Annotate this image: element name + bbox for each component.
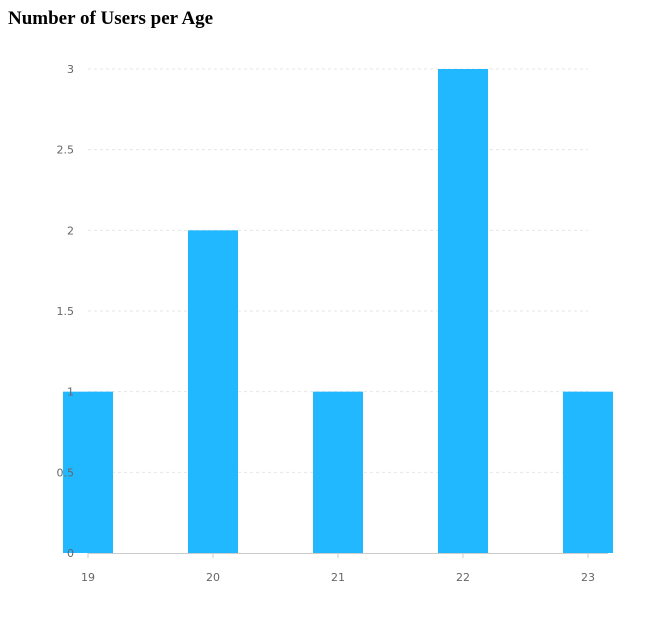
x-tick-label: 21 xyxy=(331,571,345,584)
grid-lines xyxy=(88,68,588,473)
bars xyxy=(63,69,613,554)
y-tick-label: 0 xyxy=(67,547,74,560)
y-tick-label: 0.5 xyxy=(57,466,75,479)
y-tick-label: 3 xyxy=(67,63,74,76)
y-tick-label: 1 xyxy=(67,386,74,399)
x-tick-label: 23 xyxy=(581,571,595,584)
bar-23 xyxy=(563,391,613,553)
bar-21 xyxy=(313,391,363,553)
axes xyxy=(87,553,608,558)
y-tick-label: 2.5 xyxy=(57,144,75,157)
chart-title: Number of Users per Age xyxy=(8,8,214,29)
y-tick-label: 1.5 xyxy=(57,305,75,318)
bar-22 xyxy=(438,69,488,553)
y-tick-label: 2 xyxy=(67,224,74,237)
x-tick-label: 20 xyxy=(206,571,220,584)
tick-labels: 0 0.5 1 1.5 2 2.5 3 19 20 21 22 23 xyxy=(57,63,596,584)
x-tick-label: 19 xyxy=(81,571,95,584)
bar-19 xyxy=(63,391,113,553)
bar-20 xyxy=(188,230,238,554)
x-tick-label: 22 xyxy=(456,571,470,584)
